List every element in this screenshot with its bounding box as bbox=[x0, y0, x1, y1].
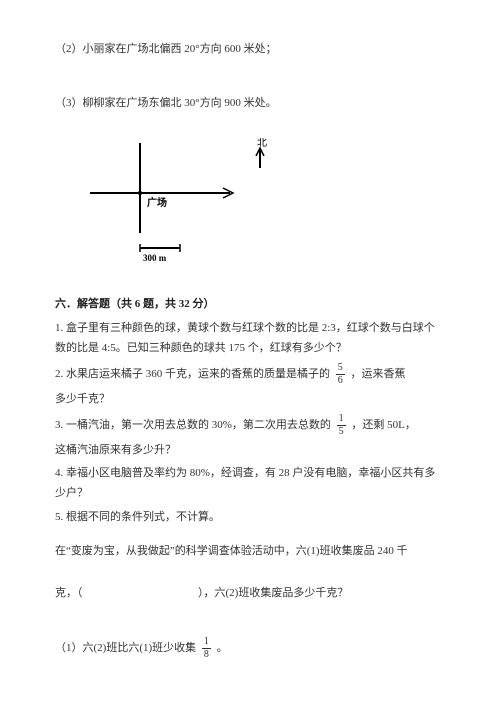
plaza-label: 广场 bbox=[147, 196, 167, 209]
fraction-1-8: 1 8 bbox=[202, 637, 211, 660]
problem-2-line2: 多少千克？ bbox=[55, 390, 445, 410]
fraction-5-6: 5 6 bbox=[336, 363, 345, 386]
problem-5-context-a: 在“变废为宝，从我做起”的科学调查体验活动中，六(1)班收集废品 240 千 bbox=[55, 542, 445, 562]
compass-diagram: 北 广场 300 m bbox=[85, 138, 445, 276]
problem-2-text-a: 2. 水果店运来橘子 360 千克，运来的香蕉的质量是橘子的 bbox=[55, 368, 330, 380]
fraction-1-5: 1 5 bbox=[337, 414, 346, 437]
problem-5: 5. 根据不同的条件列式，不计算。 bbox=[55, 508, 445, 528]
p5-blank-before: 克，（ bbox=[55, 587, 83, 599]
scale-label: 300 m bbox=[143, 253, 167, 263]
problem-2-line1: 2. 水果店运来橘子 360 千克，运来的香蕉的质量是橘子的 5 6 ，运来香蕉 bbox=[55, 363, 445, 386]
problem-3-line2: 这桶汽油原来有多少升？ bbox=[55, 441, 445, 461]
problem-3-line1: 3. 一桶汽油，第一次用去总数的 30%，第二次用去总数的 1 5 ，还剩 50… bbox=[55, 414, 445, 437]
problem-2-text-b: ，运来香蕉 bbox=[351, 368, 406, 380]
problem-3-text-b: ，还剩 50L， bbox=[351, 419, 415, 431]
problem-3-text-a: 3. 一桶汽油，第一次用去总数的 30%，第二次用去总数的 bbox=[55, 419, 331, 431]
question-3: （3）柳柳家在广场东偏北 30°方向 900 米处。 bbox=[55, 94, 445, 114]
problem-5-context-b: 克，（ ），六(2)班收集废品多少千克？ bbox=[55, 584, 445, 604]
section-heading: 六．解答题（共 6 题，共 32 分） bbox=[55, 295, 445, 315]
question-2: （2）小丽家在广场北偏西 20°方向 600 米处； bbox=[55, 40, 445, 60]
p5-blank-after: ），六(2)班收集废品多少千克？ bbox=[198, 587, 348, 599]
p5-1-text-a: （1）六(2)班比六(1)班少收集 bbox=[55, 642, 196, 654]
problem-5-sub1: （1）六(2)班比六(1)班少收集 1 8 。 bbox=[55, 637, 445, 660]
north-label: 北 bbox=[257, 138, 267, 149]
p5-1-text-b: 。 bbox=[217, 642, 228, 654]
problem-1: 1. 盒子里有三种颜色的球，黄球个数与红球个数的比是 2:3，红球个数与白球个数… bbox=[55, 319, 445, 359]
problem-4: 4. 幸福小区电脑普及率约为 80%，经调查，有 28 户没有电脑，幸福小区共有… bbox=[55, 464, 445, 504]
